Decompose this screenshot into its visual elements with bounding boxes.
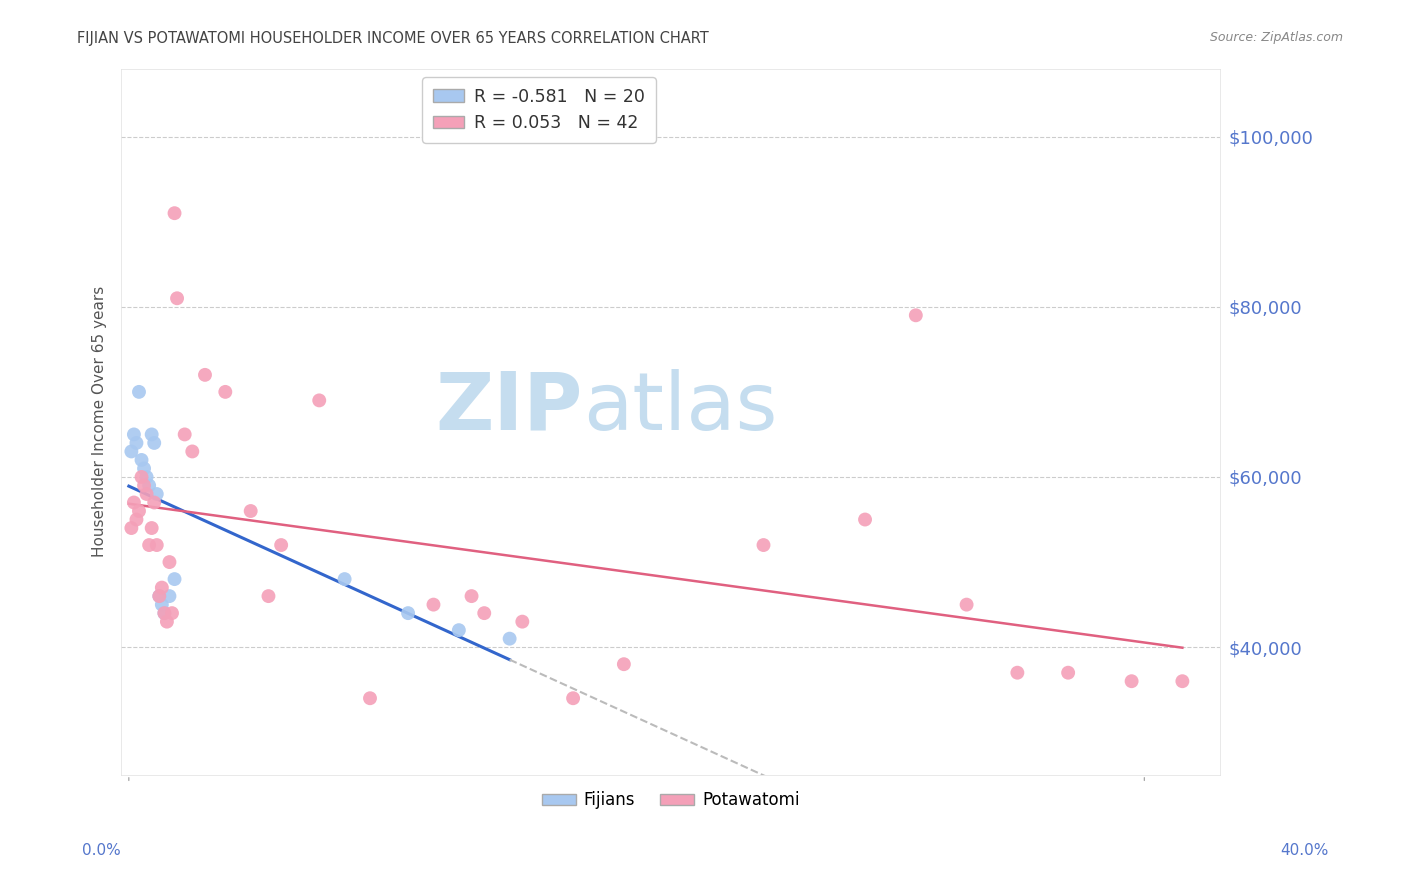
- Point: [173, 427, 195, 442]
- Point: [132, 478, 155, 492]
- Point: [160, 606, 183, 620]
- Point: [472, 606, 495, 620]
- Point: [128, 504, 150, 518]
- Point: [510, 615, 533, 629]
- Point: [141, 427, 163, 442]
- Point: [125, 436, 148, 450]
- Text: Source: ZipAtlas.com: Source: ZipAtlas.com: [1209, 31, 1343, 45]
- Point: [132, 461, 155, 475]
- Point: [138, 538, 160, 552]
- Point: [422, 598, 444, 612]
- Text: ZIP: ZIP: [436, 368, 583, 447]
- Point: [460, 589, 482, 603]
- Point: [120, 521, 142, 535]
- Point: [214, 384, 236, 399]
- Point: [904, 308, 927, 322]
- Text: FIJIAN VS POTAWATOMI HOUSEHOLDER INCOME OVER 65 YEARS CORRELATION CHART: FIJIAN VS POTAWATOMI HOUSEHOLDER INCOME …: [77, 31, 709, 46]
- Point: [148, 589, 170, 603]
- Point: [145, 538, 167, 552]
- Point: [153, 606, 176, 620]
- Text: atlas: atlas: [583, 368, 778, 447]
- Point: [159, 589, 181, 603]
- Point: [270, 538, 292, 552]
- Legend: Fijians, Potawatomi: Fijians, Potawatomi: [536, 785, 806, 816]
- Point: [163, 572, 186, 586]
- Text: 40.0%: 40.0%: [1281, 843, 1329, 858]
- Point: [131, 470, 153, 484]
- Point: [239, 504, 262, 518]
- Point: [333, 572, 356, 586]
- Point: [122, 427, 145, 442]
- Point: [498, 632, 520, 646]
- Point: [359, 691, 381, 706]
- Point: [1121, 674, 1143, 689]
- Point: [150, 581, 173, 595]
- Point: [145, 487, 167, 501]
- Point: [257, 589, 280, 603]
- Point: [135, 487, 157, 501]
- Point: [143, 436, 166, 450]
- Point: [120, 444, 142, 458]
- Point: [138, 478, 160, 492]
- Point: [396, 606, 419, 620]
- Point: [163, 206, 186, 220]
- Point: [128, 384, 150, 399]
- Point: [156, 615, 179, 629]
- Point: [447, 623, 470, 637]
- Point: [853, 512, 876, 526]
- Point: [141, 521, 163, 535]
- Point: [166, 291, 188, 305]
- Point: [150, 598, 173, 612]
- Point: [613, 657, 636, 672]
- Point: [562, 691, 585, 706]
- Point: [135, 470, 157, 484]
- Point: [308, 393, 330, 408]
- Point: [159, 555, 181, 569]
- Point: [955, 598, 977, 612]
- Point: [143, 495, 166, 509]
- Point: [153, 606, 176, 620]
- Point: [125, 512, 148, 526]
- Point: [194, 368, 217, 382]
- Point: [1171, 674, 1194, 689]
- Point: [122, 495, 145, 509]
- Point: [1057, 665, 1080, 680]
- Point: [131, 453, 153, 467]
- Point: [148, 589, 170, 603]
- Point: [181, 444, 204, 458]
- Y-axis label: Householder Income Over 65 years: Householder Income Over 65 years: [93, 286, 107, 558]
- Point: [1007, 665, 1029, 680]
- Point: [752, 538, 775, 552]
- Text: 0.0%: 0.0%: [82, 843, 121, 858]
